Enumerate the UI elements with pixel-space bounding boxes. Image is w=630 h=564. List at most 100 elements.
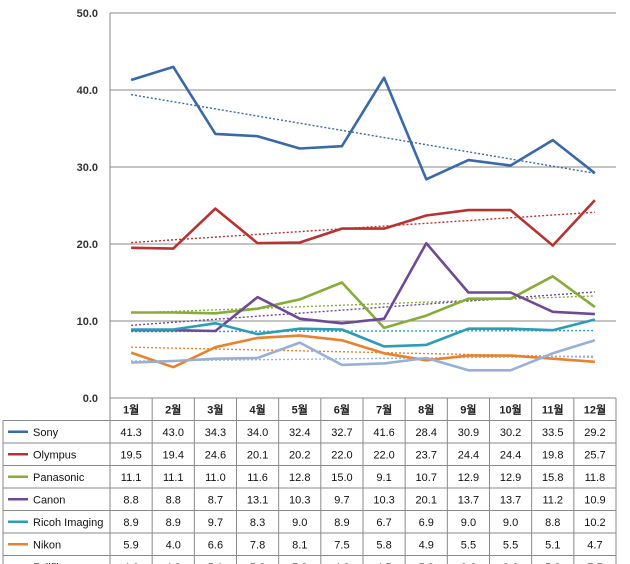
data-label: 33.5 <box>542 427 563 439</box>
data-label: 34.3 <box>205 427 226 439</box>
data-label: 29.2 <box>584 427 605 439</box>
data-label: 4.8 <box>166 562 181 564</box>
data-label: 8.8 <box>123 494 138 506</box>
series-name-sony: Sony <box>33 427 59 439</box>
data-label: 10.2 <box>584 517 605 529</box>
data-label: 11.2 <box>542 494 563 506</box>
data-label: 10.3 <box>289 494 310 506</box>
x-tick-label: 6월 <box>334 402 350 416</box>
trendline-sony <box>130 93 596 175</box>
data-label: 11.0 <box>205 472 226 484</box>
data-label: 5.8 <box>545 562 560 564</box>
data-label: 5.5 <box>461 539 476 551</box>
data-label: 12.9 <box>458 472 479 484</box>
x-tick-label: 7월 <box>376 402 392 416</box>
data-label: 24.4 <box>500 449 521 461</box>
y-tick-label: 20.0 <box>77 239 98 251</box>
x-tick-label: 12월 <box>584 402 606 416</box>
data-label: 7.2 <box>292 562 307 564</box>
x-tick-label: 3월 <box>207 402 223 416</box>
data-label: 22.0 <box>373 449 394 461</box>
data-label: 11.1 <box>121 472 142 484</box>
x-tick-label: 9월 <box>460 402 476 416</box>
data-label: 8.9 <box>166 517 181 529</box>
data-label: 13.1 <box>247 494 268 506</box>
data-label: 34.0 <box>247 427 268 439</box>
data-label: 15.8 <box>542 472 563 484</box>
y-axis: 0.0 10.0 20.0 30.0 40.0 50.0 <box>77 8 98 405</box>
data-label: 8.8 <box>166 494 181 506</box>
data-label: 13.7 <box>458 494 479 506</box>
data-label: 25.7 <box>584 449 605 461</box>
data-label: 5.1 <box>545 539 560 551</box>
series-line-olympus <box>131 199 596 250</box>
data-label: 19.4 <box>163 449 184 461</box>
data-label: 5.1 <box>208 562 223 564</box>
trendline-nikon <box>131 346 595 358</box>
data-label: 4.0 <box>166 539 181 551</box>
data-label: 11.1 <box>163 472 184 484</box>
trendline-canon <box>131 291 595 327</box>
x-tick-label: 1월 <box>123 402 139 416</box>
series-line-fujifilm <box>131 339 596 372</box>
y-tick-label: 30.0 <box>77 162 98 174</box>
data-label: 20.2 <box>289 449 310 461</box>
y-tick-label: 40.0 <box>77 85 98 97</box>
x-tick-label: 5월 <box>292 402 308 416</box>
data-label: 8.7 <box>208 494 223 506</box>
x-tick-label: 11월 <box>542 402 564 416</box>
series-line-nikon <box>130 334 595 369</box>
data-label: 7.8 <box>250 539 265 551</box>
series-name-ricoh-imaging: Ricoh Imaging <box>33 517 103 529</box>
data-label: 11.6 <box>247 472 268 484</box>
data-label: 41.6 <box>373 427 394 439</box>
y-tick-label: 10.0 <box>77 316 98 328</box>
data-label: 8.1 <box>292 539 307 551</box>
x-tick-label: 4월 <box>249 402 265 416</box>
data-label: 9.1 <box>376 472 391 484</box>
data-label: 24.6 <box>205 449 226 461</box>
data-label: 9.7 <box>208 517 223 529</box>
data-label: 24.4 <box>458 449 479 461</box>
data-label: 11.8 <box>585 472 606 484</box>
data-label: 19.5 <box>120 449 141 461</box>
series-name-panasonic: Panasonic <box>33 472 85 484</box>
data-label: 32.7 <box>331 427 352 439</box>
y-tick-label: 0.0 <box>83 393 98 405</box>
data-label: 43.0 <box>163 427 184 439</box>
data-label: 41.3 <box>120 427 141 439</box>
data-label: 10.7 <box>416 472 437 484</box>
data-label: 8.3 <box>250 517 265 529</box>
data-label: 32.4 <box>289 427 310 439</box>
series-line-ricoh-imaging <box>131 318 596 348</box>
data-label: 9.0 <box>461 517 476 529</box>
data-label: 13.7 <box>500 494 521 506</box>
series-name-olympus: Olympus <box>33 449 77 461</box>
series-lines <box>130 65 596 372</box>
data-label: 6.7 <box>376 517 391 529</box>
data-label: 23.7 <box>416 449 437 461</box>
data-label: 7.5 <box>587 562 602 564</box>
data-label: 6.9 <box>419 517 434 529</box>
data-label: 15.0 <box>331 472 352 484</box>
data-label: 4.5 <box>376 562 391 564</box>
data-label: 9.0 <box>292 517 307 529</box>
data-label: 10.3 <box>373 494 394 506</box>
data-label: 20.1 <box>416 494 437 506</box>
x-tick-label: 8월 <box>418 402 434 416</box>
series-line-canon <box>131 241 595 333</box>
data-label: 22.0 <box>331 449 352 461</box>
data-label: 4.7 <box>587 539 602 551</box>
data-label: 12.9 <box>500 472 521 484</box>
data-label: 3.6 <box>503 562 518 564</box>
data-label: 8.9 <box>123 517 138 529</box>
data-label: 4.6 <box>123 562 138 564</box>
data-label: 9.0 <box>503 517 518 529</box>
data-label: 3.6 <box>461 562 476 564</box>
data-label: 5.2 <box>250 562 265 564</box>
data-label: 6.6 <box>208 539 223 551</box>
data-label: 30.9 <box>458 427 479 439</box>
series-name-nikon: Nikon <box>33 539 61 551</box>
data-label: 30.2 <box>500 427 521 439</box>
data-table: 1월 2월 3월 4월 5월 6월 7월 8월 9월 10월 11월 12월 Sony 41.3 43.0 3… <box>2 397 617 564</box>
